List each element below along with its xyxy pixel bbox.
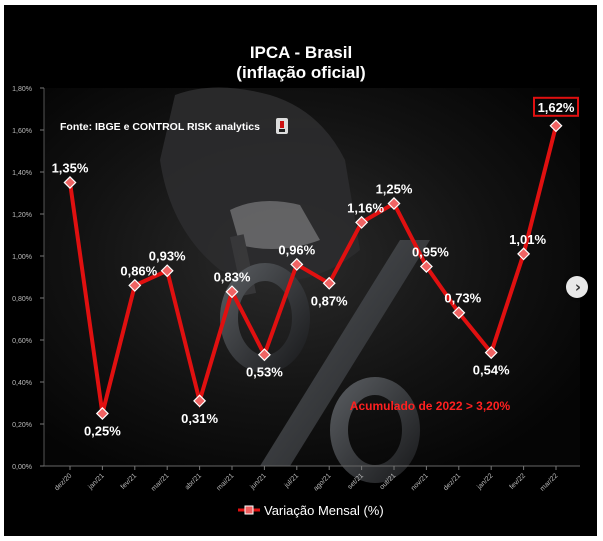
next-slide-button[interactable]: › <box>566 276 588 298</box>
data-label: 0,86% <box>120 263 157 278</box>
data-point <box>290 257 304 271</box>
source-note: Fonte: IBGE e CONTROL RISK analytics <box>60 121 260 133</box>
data-point <box>387 196 401 211</box>
legend-label: Variação Mensal (%) <box>264 503 384 518</box>
chevron-right-icon: › <box>574 277 582 296</box>
data-point <box>257 348 271 362</box>
y-tick-label: 0,80% <box>12 296 32 303</box>
highlight-box <box>533 96 579 117</box>
y-tick-label: 1,40% <box>12 170 32 177</box>
data-label: 1,16% <box>347 200 384 215</box>
data-point <box>225 285 239 299</box>
series-line <box>68 125 558 414</box>
y-tick-label: 1,20% <box>12 212 32 219</box>
data-label: 0,31% <box>181 411 218 426</box>
data-point <box>160 264 174 278</box>
data-point <box>193 394 207 408</box>
data-label: 1,62% <box>538 100 575 115</box>
data-label: 0,25% <box>84 424 121 439</box>
data-label: 1,35% <box>52 161 89 176</box>
data-point <box>322 276 336 290</box>
data-point <box>517 247 531 261</box>
data-point <box>549 119 563 133</box>
data-point <box>452 306 466 320</box>
y-tick-label: 1,60% <box>12 128 32 135</box>
data-label: 0,83% <box>214 270 251 285</box>
y-tick-label: 0,20% <box>12 422 32 429</box>
y-tick-label: 0,00% <box>12 464 32 471</box>
data-label: 0,53% <box>246 365 283 380</box>
data-label: 0,96% <box>278 242 315 257</box>
source-logo-icon <box>276 118 288 134</box>
data-label: 0,73% <box>444 291 481 306</box>
legend: Variação Mensal (%) <box>238 503 384 518</box>
data-point <box>484 346 498 360</box>
data-point <box>355 215 369 229</box>
series-variacao-mensal: 1,35% 0,25% 0,86%0,93% 0,31% 0,83% 0,53% 0,96%… <box>52 96 579 439</box>
y-tick-label: 1,80% <box>12 86 32 93</box>
decorative-percent-sign <box>220 240 430 483</box>
chart-subtitle: (inflação oficial) <box>236 63 365 82</box>
data-label: 0,54% <box>473 363 510 378</box>
data-point <box>128 278 142 292</box>
data-label: 0,87% <box>311 293 348 308</box>
data-label: 0,93% <box>149 249 186 264</box>
y-axis: 0,00% 0,20% 0,40% 0,60% 0,80% 1,00% 1,20% 1,40%… <box>12 86 45 471</box>
legend-marker-swatch <box>244 505 254 515</box>
data-point <box>95 406 109 421</box>
data-point <box>63 175 77 190</box>
y-tick-label: 1,00% <box>12 254 32 261</box>
data-label: 1,01% <box>509 232 546 247</box>
data-label: 1,25% <box>376 182 413 197</box>
chart-title: IPCA - Brasil <box>250 43 352 62</box>
data-label: 0,95% <box>412 245 449 260</box>
data-point <box>419 259 433 274</box>
y-tick-label: 0,40% <box>12 380 32 387</box>
accumulated-annotation: Acumulado de 2022 > 3,20% <box>350 399 511 413</box>
y-tick-label: 0,60% <box>12 338 32 345</box>
